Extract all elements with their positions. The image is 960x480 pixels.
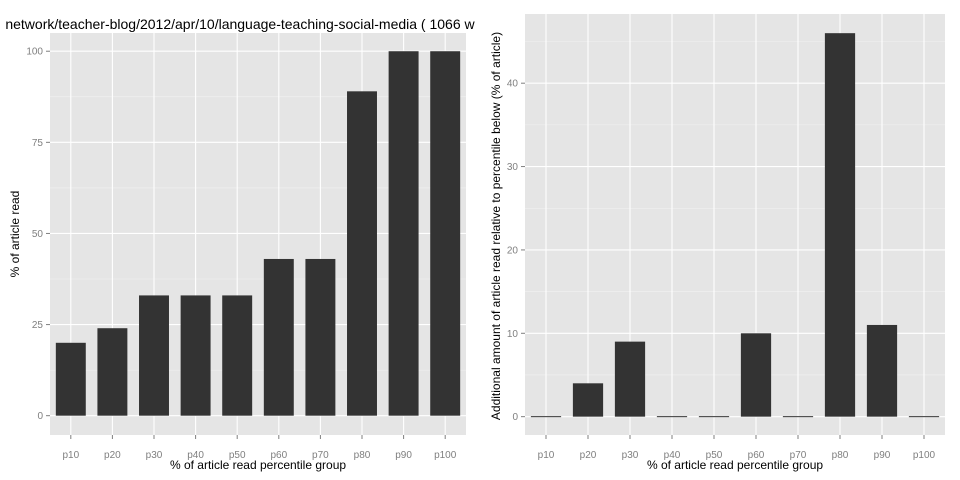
right-chart-x-tick-label: p80 [832,450,849,461]
left-chart-bar-p90 [388,51,419,416]
right-chart-y-tick-label: 20 [507,245,519,256]
left-chart-x-tick-label: p80 [354,450,371,461]
left-chart-bar-p80 [347,91,377,416]
left-chart-y-tick-label: 75 [32,138,44,149]
left-chart-bar-p30 [139,295,169,416]
left-chart-y-axis-title: % of article read [8,191,22,278]
right-chart-x-tick-label: p10 [538,450,555,461]
right-chart-x-tick-label: p20 [580,450,597,461]
left-chart-y-axis: 0 25 50 75 100 [26,47,50,422]
left-chart-y-tick-label: 50 [32,229,44,240]
left-chart-x-tick-label: p40 [187,450,204,461]
right-chart-bar-p50 [698,416,730,418]
right-chart-y-axis: 0 10 20 30 40 [507,79,525,423]
left-chart-bar-p100 [430,51,461,416]
left-chart-bar-p40 [180,295,211,416]
left-chart-y-tick-label: 25 [32,320,44,331]
left-chart-title: network/teacher-blog/2012/apr/10/languag… [5,16,475,32]
left-chart-x-axis: p10 p20 p30 p40 p50 p60 p70 p80 p90 p100 [62,435,457,461]
left-chart-bar-p60 [263,258,294,416]
right-chart-x-tick-label: p100 [913,450,936,461]
left-chart-bar-p20 [97,328,128,416]
right-chart-x-tick-label: p30 [622,450,639,461]
right-chart-y-tick-label: 10 [507,329,519,340]
right-chart-bar-p20 [572,383,604,417]
right-chart-x-tick-label: p90 [874,450,891,461]
left-chart-x-tick-label: p100 [434,450,457,461]
left-chart-x-tick-label: p90 [395,450,412,461]
right-chart-bars [530,33,940,418]
right-chart-bar-p40 [656,416,688,418]
right-chart-bar-p10 [530,416,562,418]
right-chart-bar-p100 [908,416,940,418]
right-chart-bar-p90 [866,324,898,417]
right-chart-bar-p70 [782,416,814,418]
left-chart-bar-p10 [55,342,86,416]
left-chart-bar-p50 [222,295,253,416]
left-chart-x-axis-title: % of article read percentile group [170,458,346,472]
right-chart-x-axis-title: % of article read percentile group [647,458,823,472]
right-chart-x-axis: p10 p20 p30 p40 p50 p60 p70 p80 p90 p100 [538,435,936,461]
right-chart-y-axis-title: Additional amount of article read relati… [489,32,503,420]
right-chart-y-tick-label: 0 [512,412,518,423]
left-chart-bar-p70 [305,258,336,416]
right-chart-bar-p60 [740,333,772,417]
left-chart-x-tick-label: p20 [104,450,121,461]
left-chart-y-tick-label: 100 [26,47,43,58]
left-chart-x-tick-label: p50 [229,450,246,461]
left-chart-x-tick-label: p70 [312,450,329,461]
right-chart-x-tick-label: p70 [790,450,807,461]
right-chart-y-tick-label: 40 [507,79,519,90]
left-chart-y-tick-label: 0 [37,411,43,422]
left-chart-x-tick-label: p30 [146,450,163,461]
right-chart-bar-p80 [824,33,856,417]
right-chart-y-tick-label: 30 [507,162,519,173]
right-chart-x-tick-label: p50 [706,450,723,461]
right-chart-x-tick-label: p40 [664,450,681,461]
left-chart-bars [55,51,461,416]
left-chart-x-tick-label: p60 [270,450,287,461]
left-chart-x-tick-label: p10 [62,450,79,461]
right-chart-bar-p30 [614,341,646,417]
right-chart-x-tick-label: p60 [748,450,765,461]
